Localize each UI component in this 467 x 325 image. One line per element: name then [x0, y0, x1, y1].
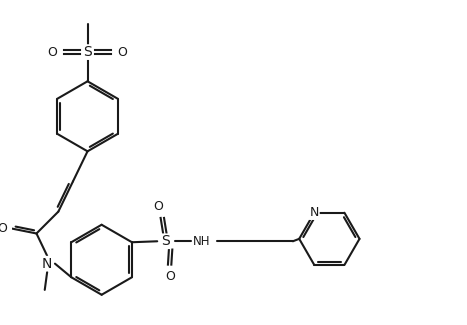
Text: N: N: [310, 206, 319, 219]
Text: O: O: [165, 270, 175, 283]
Text: O: O: [0, 222, 7, 235]
Text: S: S: [83, 45, 92, 59]
Text: NH: NH: [193, 235, 211, 248]
Text: O: O: [153, 200, 163, 213]
Text: O: O: [118, 46, 127, 58]
Text: S: S: [162, 234, 170, 248]
Text: O: O: [48, 46, 57, 58]
Text: N: N: [42, 257, 52, 271]
